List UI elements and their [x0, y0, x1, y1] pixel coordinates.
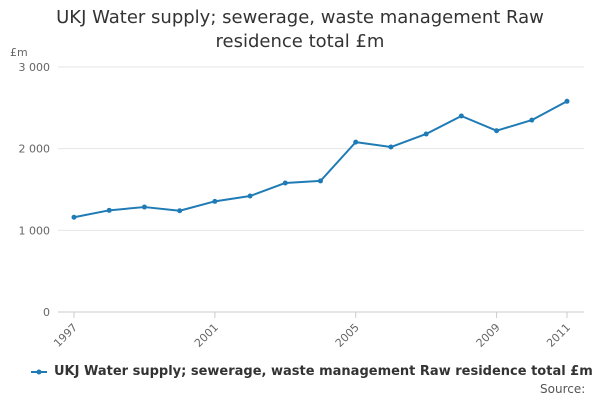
data-point[interactable] — [71, 214, 77, 220]
legend[interactable]: UKJ Water supply; sewerage, waste manage… — [30, 364, 593, 379]
gridlines — [58, 66, 584, 313]
data-point[interactable] — [564, 98, 570, 104]
data-point[interactable] — [388, 144, 394, 150]
data-point[interactable] — [458, 113, 464, 119]
y-axis-ticks: 0 1 000 2 000 3 000 — [19, 61, 51, 319]
data-point[interactable] — [494, 128, 500, 134]
data-point[interactable] — [177, 208, 183, 214]
y-tick-label: 3 000 — [19, 61, 51, 74]
data-point[interactable] — [529, 117, 535, 123]
data-point[interactable] — [318, 178, 323, 184]
y-tick-label: 2 000 — [19, 143, 51, 156]
x-tick-label: 2001 — [192, 321, 221, 350]
legend-line-icon — [31, 369, 47, 374]
data-point[interactable] — [247, 193, 253, 199]
source-label: Source: — [540, 382, 586, 396]
data-point[interactable] — [353, 139, 359, 145]
x-tick-label: 1997 — [51, 321, 80, 350]
y-tick-label: 1 000 — [19, 224, 51, 237]
x-tick-label: 2011 — [544, 321, 573, 350]
chart-title: UKJ Water supply; sewerage, waste manage… — [56, 7, 544, 52]
data-point[interactable] — [106, 207, 112, 213]
data-point[interactable] — [423, 131, 429, 137]
series-group — [71, 98, 570, 220]
x-tick-label: 2005 — [333, 321, 362, 350]
data-point[interactable] — [282, 180, 288, 186]
data-point[interactable] — [212, 198, 218, 204]
y-axis-unit-label: £m — [10, 46, 28, 59]
x-axis-ticks: 1997 2001 2005 2009 2011 — [51, 312, 573, 350]
y-tick-label: 0 — [43, 306, 50, 319]
data-point[interactable] — [141, 204, 147, 210]
x-tick-label: 2009 — [474, 321, 503, 350]
series-line — [73, 100, 568, 219]
legend-label: UKJ Water supply; sewerage, waste manage… — [54, 364, 593, 379]
